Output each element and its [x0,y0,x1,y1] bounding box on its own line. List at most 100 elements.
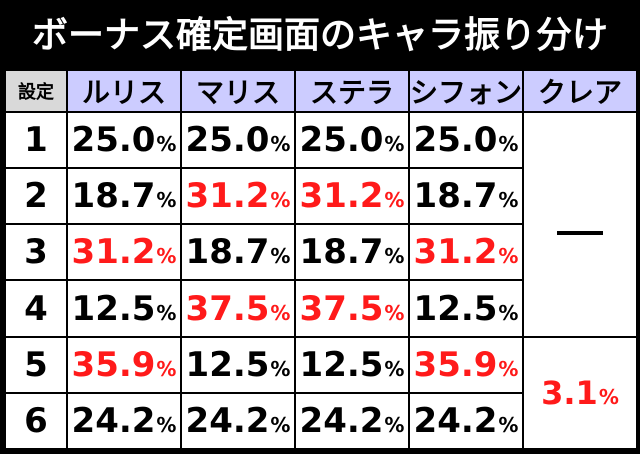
claire-cell-settings-5-6: 3.1% [524,337,636,448]
percent-sign: % [498,356,519,381]
value-cell-stella: 37.5% [296,281,408,336]
value-number: 18.7 [299,232,384,273]
percent-sign: % [384,300,405,325]
column-header-claire: クレア [524,71,636,111]
value-number: 24.2 [413,400,498,441]
column-header-chiffon: シフォン [410,71,522,111]
percent-sign: % [498,300,519,325]
dash-text: — [603,204,604,205]
setting-cell: 3 [6,225,66,280]
value-number: 25.0 [299,120,384,161]
setting-column-header: 設定 [6,71,66,111]
value-cell-stella: 12.5% [296,337,408,392]
percent-sign: % [498,244,519,269]
table-row: 6 24.2% 24.2% 24.2% 24.2% [6,393,636,448]
table-row: 4 12.5% 37.5% 37.5% 12.5% [6,281,636,336]
value-cell-stella: 18.7% [296,225,408,280]
value-number: 18.7 [71,176,156,217]
column-header-stella: ステラ [296,71,408,111]
value-number: 25.0 [71,120,156,161]
value-cell-maris: 12.5% [182,337,294,392]
setting-cell: 2 [6,169,66,224]
table-row: 2 18.7% 31.2% 31.2% 18.7% [6,169,636,224]
value-number: 24.2 [299,400,384,441]
value-cell-chiffon: 35.9% [410,337,522,392]
value-cell-ruris: 18.7% [68,169,180,224]
value-number: 31.2 [299,176,384,217]
value-cell-chiffon: 18.7% [410,169,522,224]
column-header-maris: マリス [182,71,294,111]
percent-sign: % [270,244,291,269]
value-cell-maris: 31.2% [182,169,294,224]
percent-sign: % [384,412,405,437]
value-cell-ruris: 12.5% [68,281,180,336]
value-cell-maris: 25.0% [182,113,294,168]
percent-sign: % [498,132,519,157]
value-number: 37.5 [299,288,384,329]
percent-sign: % [384,188,405,213]
percent-sign: % [270,132,291,157]
value-number: 24.2 [71,400,156,441]
value-number: 37.5 [185,288,270,329]
value-cell-chiffon: 12.5% [410,281,522,336]
column-header-ruris: ルリス [68,71,180,111]
percent-sign: % [270,356,291,381]
percent-sign: % [156,188,177,213]
dash-mark [557,231,603,236]
value-cell-ruris: 24.2% [68,393,180,448]
percent-sign: % [270,188,291,213]
table-body: 125.0%25.0%25.0%25.0%—218.7%31.2%31.2%18… [6,113,636,448]
percent-sign: % [270,412,291,437]
header-row: 設定 ルリス マリス ステラ シフォン クレア [6,71,636,111]
value-number: 31.2 [71,232,156,273]
table-row: 5 35.9% 12.5% 12.5% 35.9% 3.1% [6,337,636,448]
value-cell-ruris: 25.0% [68,113,180,168]
value-cell-chiffon: 24.2% [410,393,522,448]
value-cell-maris: 18.7% [182,225,294,280]
percent-sign: % [156,132,177,157]
value-number: 25.0 [413,120,498,161]
value-number: 18.7 [185,232,270,273]
value-cell-chiffon: 25.0% [410,113,522,168]
value-cell-ruris: 35.9% [68,337,180,392]
value-number: 18.7 [413,176,498,217]
setting-cell: 4 [6,281,66,336]
setting-cell: 1 [6,113,66,168]
percent-sign: % [270,300,291,325]
percent-sign: % [498,188,519,213]
value-cell-maris: 37.5% [182,281,294,336]
distribution-table: 設定 ルリス マリス ステラ シフォン クレア 1 25.0% 25.0% 25.0%… [4,69,638,450]
percent-sign: % [498,412,519,437]
value-cell-maris: 24.2% [182,393,294,448]
page-title: ボーナス確定画面のキャラ振り分け [31,15,608,56]
value-number: 12.5 [299,344,384,385]
setting-cell: 6 [6,393,66,448]
value-cell-chiffon: 31.2% [410,225,522,280]
value-number: 25.0 [185,120,270,161]
value-number: 31.2 [185,176,270,217]
value-cell-stella: 31.2% [296,169,408,224]
value-number: 24.2 [185,400,270,441]
percent-sign: % [156,244,177,269]
value-number: 35.9 [71,344,156,385]
percent-sign: % [156,356,177,381]
value-number: 12.5 [185,344,270,385]
value-cell-stella: 25.0% [296,113,408,168]
setting-cell: 5 [6,337,66,392]
claire-cell-settings-1-4: — [524,113,636,336]
value-number: 12.5 [71,288,156,329]
value-number: 35.9 [413,344,498,385]
percent-sign: % [156,300,177,325]
value-number: 3.1 [541,373,598,412]
value-cell-ruris: 31.2% [68,225,180,280]
value-number: 12.5 [413,288,498,329]
percent-sign: % [384,244,405,269]
value-number: 31.2 [413,232,498,273]
percent-sign: % [384,356,405,381]
table-row: 3 31.2% 18.7% 18.7% 31.2% [6,225,636,280]
value-cell-stella: 24.2% [296,393,408,448]
percent-sign: % [384,132,405,157]
table-row: 125.0%25.0%25.0%25.0%— [6,113,636,336]
percent-sign: % [598,384,619,409]
